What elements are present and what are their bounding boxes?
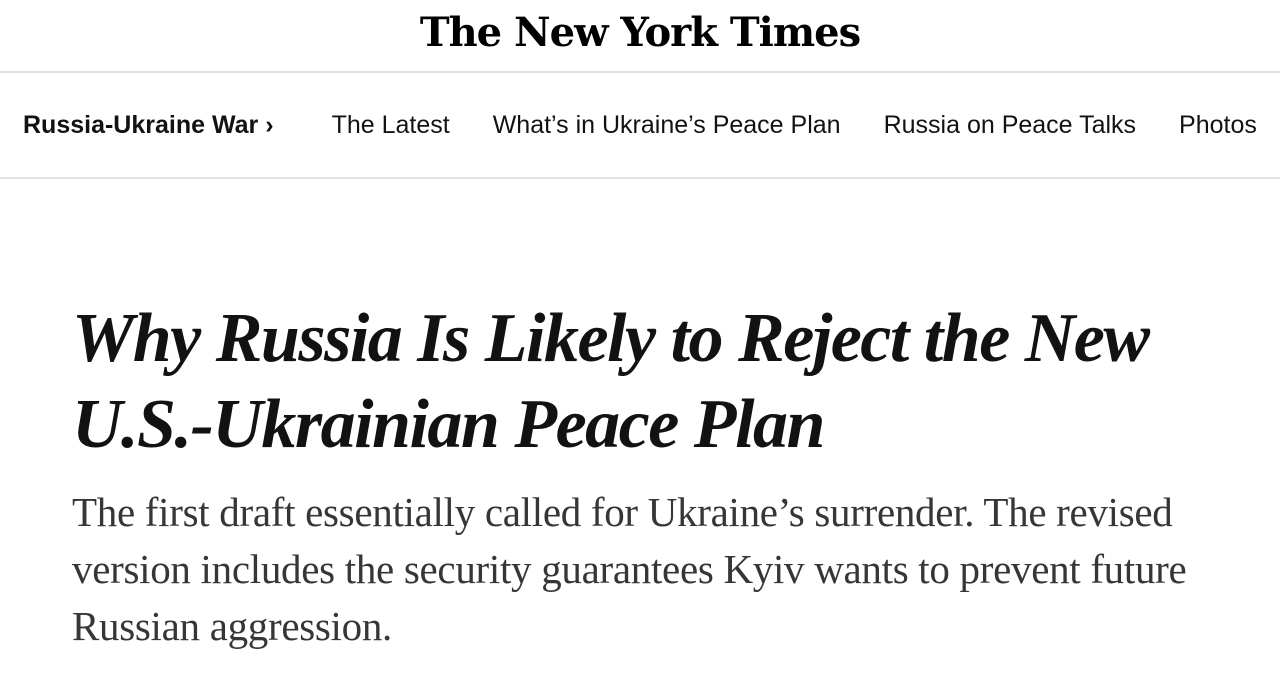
section-label: Russia-Ukraine War	[23, 110, 259, 139]
nav-item-photos[interactable]: Photos	[1179, 110, 1257, 139]
section-nav: Russia-Ukraine War › The Latest What’s i…	[0, 73, 1280, 179]
masthead: The New York Times	[0, 0, 1280, 73]
nyt-logo[interactable]: The New York Times	[419, 9, 861, 56]
section-link-russia-ukraine-war[interactable]: Russia-Ukraine War ›	[23, 111, 274, 140]
chevron-right-icon: ›	[265, 110, 274, 139]
nav-item-the-latest[interactable]: The Latest	[331, 110, 450, 139]
article-headline: Why Russia Is Likely to Reject the New U…	[72, 300, 1150, 463]
article-summary: The first draft essentially called for U…	[72, 489, 1187, 649]
nav-item-peace-plan[interactable]: What’s in Ukraine’s Peace Plan	[492, 110, 841, 139]
nav-item-russia-peace-talks[interactable]: Russia on Peace Talks	[883, 110, 1137, 139]
